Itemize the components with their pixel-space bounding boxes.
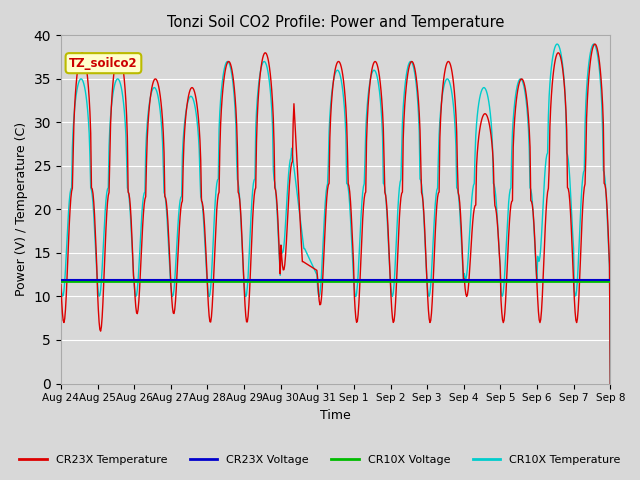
X-axis label: Time: Time (320, 409, 351, 422)
Y-axis label: Power (V) / Temperature (C): Power (V) / Temperature (C) (15, 122, 28, 297)
Title: Tonzi Soil CO2 Profile: Power and Temperature: Tonzi Soil CO2 Profile: Power and Temper… (167, 15, 504, 30)
Legend: CR23X Temperature, CR23X Voltage, CR10X Voltage, CR10X Temperature: CR23X Temperature, CR23X Voltage, CR10X … (15, 451, 625, 469)
Text: TZ_soilco2: TZ_soilco2 (69, 57, 138, 70)
